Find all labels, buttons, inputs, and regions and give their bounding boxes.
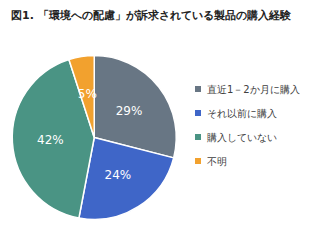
svg-text:24%: 24% bbox=[104, 168, 131, 182]
svg-text:42%: 42% bbox=[37, 133, 64, 147]
svg-text:それ以前に購入: それ以前に購入 bbox=[207, 108, 277, 119]
svg-text:不明: 不明 bbox=[207, 156, 227, 167]
svg-text:29%: 29% bbox=[116, 104, 143, 118]
svg-text:購入していない: 購入していない bbox=[207, 132, 277, 143]
svg-text:図1. 「環境への配慮」が訴求されている製品の購入経験: 図1. 「環境への配慮」が訴求されている製品の購入経験 bbox=[11, 9, 292, 22]
svg-text:直近1－2か月に購入: 直近1－2か月に購入 bbox=[207, 84, 300, 95]
svg-text:5%: 5% bbox=[78, 87, 97, 101]
